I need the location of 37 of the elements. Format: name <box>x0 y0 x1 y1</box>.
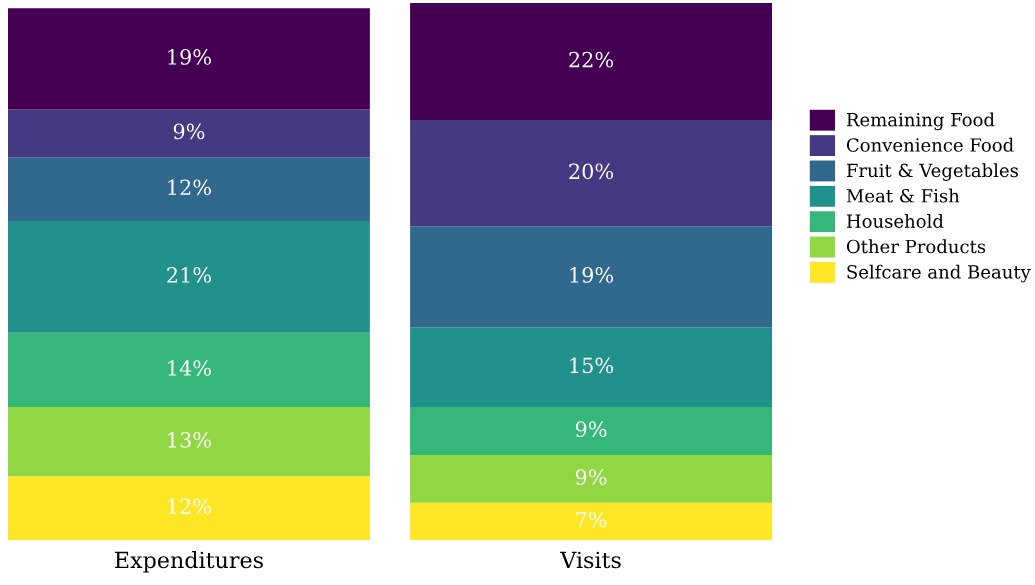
legend-label: Selfcare and Beauty <box>847 264 1031 283</box>
data-label: 21% <box>167 267 211 283</box>
data-label: 19% <box>570 267 614 283</box>
bar <box>410 3 772 120</box>
legend-label: Remaining Food <box>846 112 995 131</box>
data-label: 15% <box>570 357 614 374</box>
bar <box>410 226 772 328</box>
bar <box>8 407 370 477</box>
data-label: 9% <box>575 421 607 438</box>
data-label: 19% <box>168 49 211 65</box>
legend-label: Fruit & Vegetables <box>846 163 1018 181</box>
data-label: 22% <box>569 51 614 68</box>
bar <box>410 407 772 455</box>
legend-label: Household <box>846 213 944 228</box>
bar <box>8 8 370 110</box>
data-label: 12% <box>168 179 211 196</box>
data-label: 7% <box>576 511 607 528</box>
bar <box>410 454 772 503</box>
data-label: 14% <box>168 360 211 376</box>
bar <box>8 332 370 408</box>
x-tick-label: Expenditures <box>115 551 263 573</box>
bar <box>8 476 370 540</box>
bar <box>410 119 772 227</box>
data-label: 13% <box>168 431 211 448</box>
data-label: 12% <box>168 498 211 515</box>
legend-label: Other Products <box>846 239 986 254</box>
bar <box>8 157 370 221</box>
legend-label: Convenience Food <box>846 137 1014 152</box>
legend-label: Meat & Fish <box>846 188 960 203</box>
bar <box>410 327 772 408</box>
data-label: 20% <box>569 163 614 180</box>
data-label: 9% <box>575 469 607 485</box>
bar <box>8 220 370 333</box>
bar <box>410 502 772 540</box>
data-label: 9% <box>173 123 205 140</box>
x-tick-label: Visits <box>560 551 621 569</box>
bar <box>8 109 370 158</box>
